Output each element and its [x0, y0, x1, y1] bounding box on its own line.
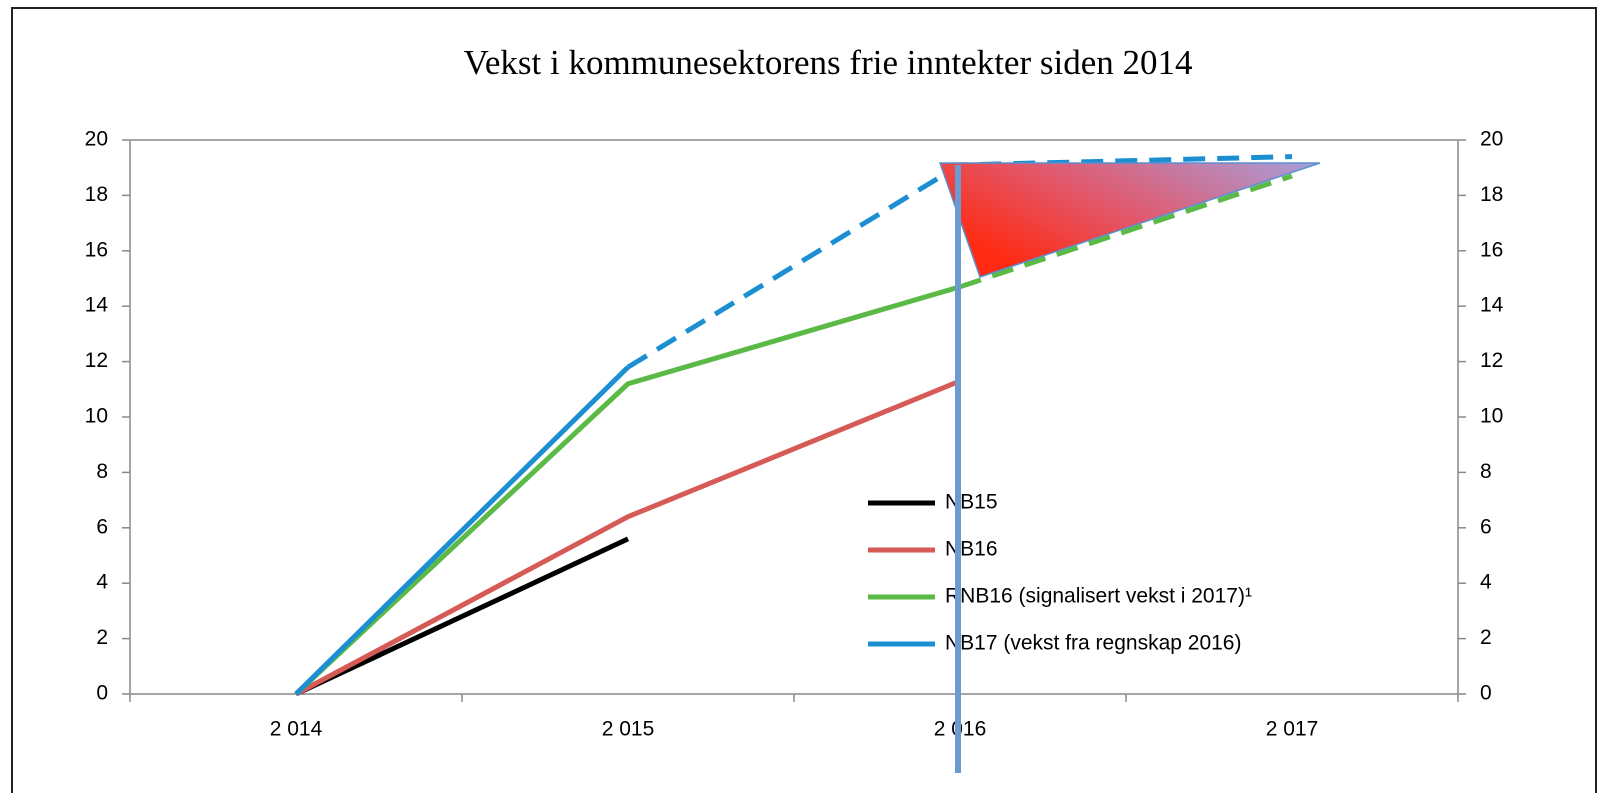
y-tick-label: 0: [96, 682, 108, 705]
y2-tick-label: 2: [1480, 626, 1492, 649]
y2-tick-label: 14: [1480, 294, 1504, 317]
y2-tick-label: 4: [1480, 571, 1492, 594]
y-tick-label: 16: [85, 238, 108, 261]
y2-tick-label: 0: [1480, 682, 1492, 705]
x-tick-label: 2 017: [1266, 718, 1319, 741]
y2-tick-label: 10: [1480, 405, 1503, 428]
frame: [11, 7, 1597, 793]
y2-tick-label: 12: [1480, 349, 1503, 372]
y-tick-label: 10: [85, 405, 108, 428]
y-tick-label: 18: [85, 183, 108, 206]
y-tick-label: 20: [85, 128, 108, 151]
y-tick-label: 8: [96, 460, 108, 483]
plot-area: 0 2 4 6 8 10 12 14 16 18 20 0 2 4 6 8 10 12 14 16 18 20 2 014 2…: [85, 128, 1504, 741]
line: [294, 284, 961, 696]
x-tick-label: 2 014: [270, 718, 323, 741]
y2-tick-label: 20: [1480, 128, 1503, 151]
y-tick-label: 6: [96, 515, 108, 538]
line: [294, 536, 630, 697]
y-tick-label: 12: [85, 349, 108, 372]
y-tick-label: 4: [96, 571, 108, 594]
chart-title: Vekst i kommunesektorens frie inntekter …: [463, 43, 1192, 82]
legend-label: NB16: [945, 538, 998, 561]
x-tick-label: 2 015: [602, 718, 655, 741]
y2-tick-label: 18: [1480, 183, 1503, 206]
line: [294, 365, 630, 696]
y2-tick-label: 6: [1480, 515, 1492, 538]
line-dashed: [959, 173, 1293, 290]
legend-label: NB17 (vekst fra regnskap 2016): [945, 632, 1241, 655]
y-tick-label: 14: [85, 294, 109, 317]
legend-label: NB15: [945, 491, 998, 514]
y-tick-label: 2: [96, 626, 108, 649]
y2-tick-label: 8: [1480, 460, 1492, 483]
legend-label: RNB16 (signalisert vekst i 2017)¹: [945, 585, 1252, 608]
y2-tick-label: 16: [1480, 238, 1503, 261]
line: [294, 378, 961, 697]
highlight-triangle: [938, 162, 1321, 278]
